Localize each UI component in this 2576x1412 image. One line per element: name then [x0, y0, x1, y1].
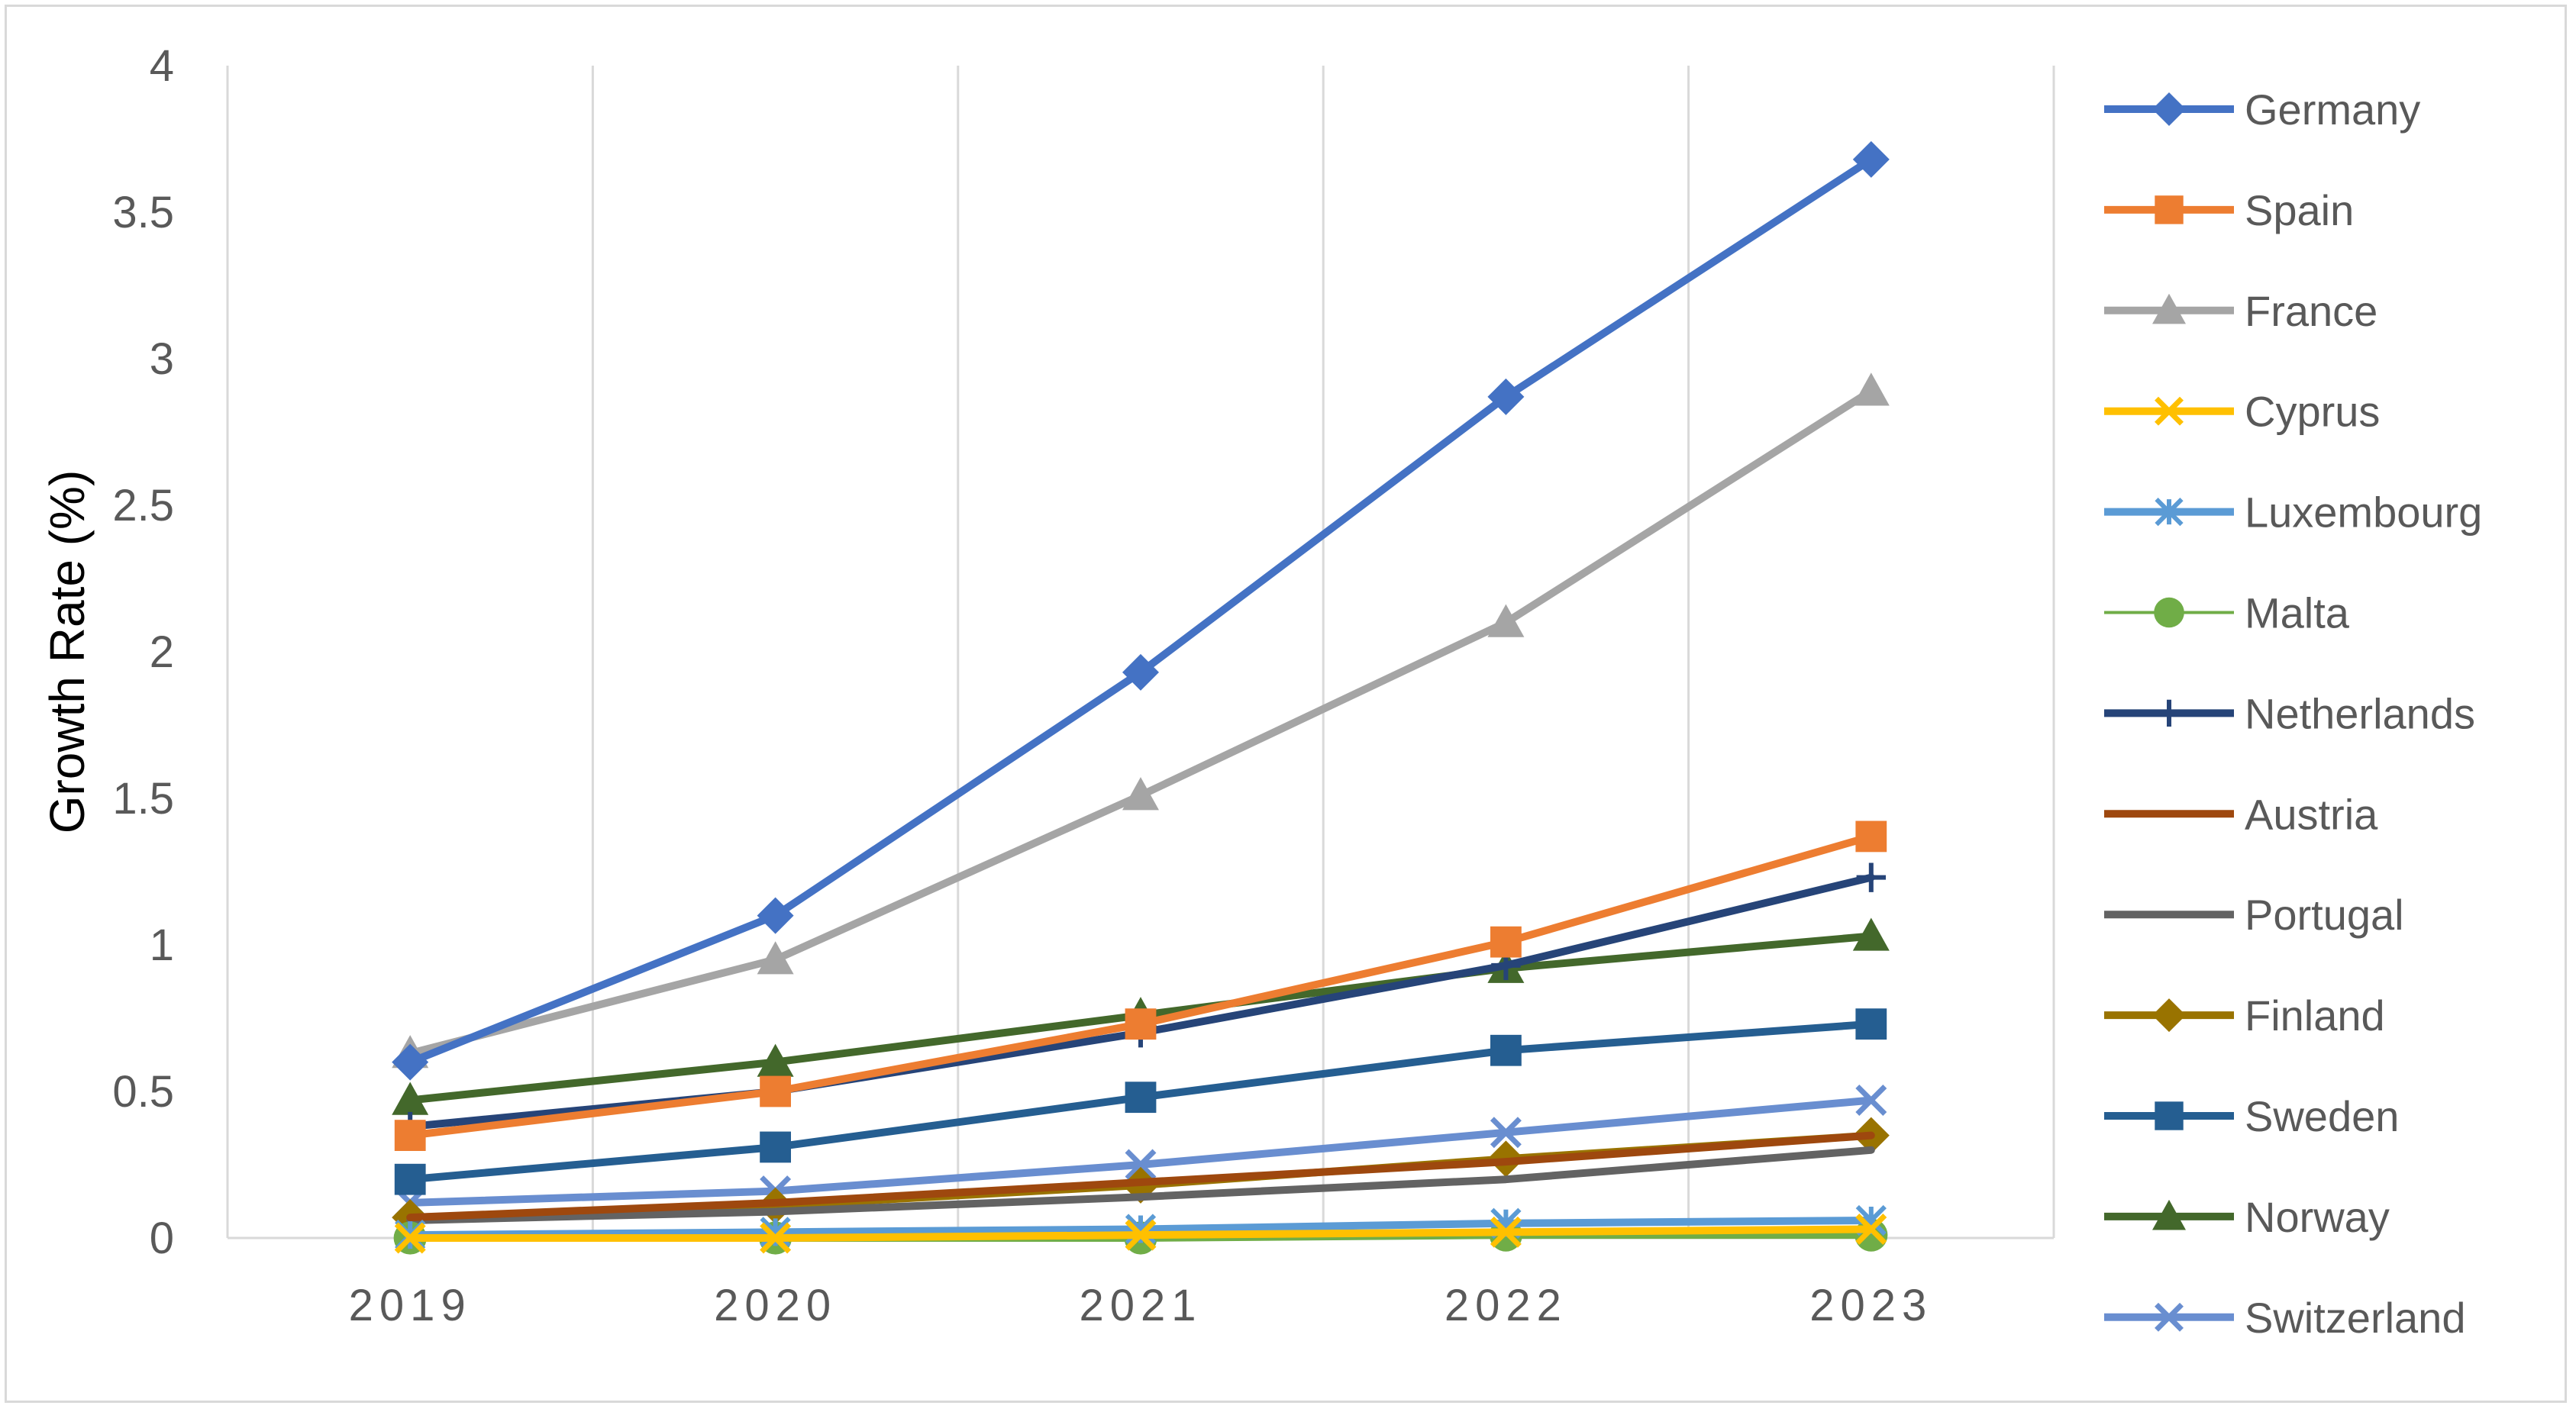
legend: Germany Spain France Cyprus Luxembourg Malta N…	[2104, 85, 2482, 1342]
series-spain	[394, 820, 1887, 1151]
y-tick-label: 3.5	[112, 188, 174, 237]
legend-item: Malta	[2104, 589, 2350, 637]
legend-item: Germany	[2104, 85, 2420, 134]
data-point-marker	[1855, 1214, 1887, 1245]
series-austria	[406, 1131, 1875, 1222]
data-point-marker	[1487, 378, 1525, 415]
series-group	[392, 140, 1890, 1255]
legend-item: France	[2104, 287, 2377, 335]
legend-label: Sweden	[2245, 1092, 2399, 1140]
data-point-marker	[1490, 926, 1522, 958]
chart-frame	[5, 5, 2567, 1403]
legend-label: Portugal	[2245, 891, 2404, 939]
y-tick-label: 2	[150, 627, 174, 677]
legend-item: Spain	[2104, 186, 2354, 234]
y-tick-labels: 0 0.5 1 1.5 2 2.5 3 3.5 4	[112, 41, 174, 1263]
data-point-marker	[392, 1082, 429, 1115]
data-point-marker	[394, 1163, 426, 1195]
data-point-marker	[2155, 497, 2184, 527]
data-point-marker	[2154, 597, 2184, 628]
legend-label: Germany	[2245, 85, 2420, 134]
data-point-marker	[1122, 653, 1159, 691]
y-axis-label: Growth Rate (%)	[40, 470, 95, 834]
series-sweden	[394, 1008, 1887, 1195]
data-point-marker	[1125, 1219, 1157, 1251]
y-tick-label: 1.5	[112, 774, 174, 824]
gridlines	[226, 66, 2055, 1238]
data-point-marker	[1125, 1082, 1157, 1114]
legend-item: Austria	[2104, 790, 2378, 838]
legend-label: Malta	[2245, 589, 2350, 637]
legend-item: Switzerland	[2104, 1294, 2465, 1342]
data-point-marker	[1490, 1117, 1522, 1149]
x-tick-label: 2019	[349, 1281, 472, 1330]
legend-label: Finland	[2245, 991, 2385, 1040]
series-cyprus	[394, 1214, 1887, 1254]
data-point-marker	[1125, 1149, 1157, 1181]
x-tick-labels: 2019 2020 2021 2022 2023	[349, 1281, 1932, 1330]
data-point-marker	[760, 1075, 791, 1107]
data-point-marker	[392, 1043, 429, 1081]
legend-label: Cyprus	[2245, 388, 2380, 436]
data-point-marker	[2155, 1101, 2184, 1130]
data-point-marker	[1856, 862, 1886, 892]
legend-item: Finland	[2104, 991, 2385, 1040]
data-point-marker	[1855, 820, 1887, 853]
y-tick-label: 0	[150, 1214, 174, 1263]
data-point-marker	[2152, 998, 2186, 1033]
x-tick-label: 2023	[1809, 1281, 1932, 1330]
data-point-marker	[1490, 1216, 1522, 1248]
y-tick-label: 3	[150, 334, 174, 384]
legend-label: Austria	[2245, 790, 2378, 838]
data-point-marker	[1125, 1008, 1157, 1040]
y-tick-label: 0.5	[112, 1067, 174, 1117]
legend-label: Netherlands	[2245, 689, 2475, 737]
data-point-marker	[1487, 604, 1525, 637]
data-point-marker	[2155, 195, 2184, 224]
series-line	[406, 1146, 1875, 1224]
series-line	[406, 1131, 1875, 1222]
y-tick-label: 1	[150, 920, 174, 970]
data-point-marker	[2152, 293, 2186, 324]
data-point-marker	[2152, 1199, 2186, 1230]
y-tick-label: 2.5	[112, 481, 174, 530]
x-tick-label: 2022	[1445, 1281, 1567, 1330]
legend-item: Portugal	[2104, 891, 2404, 939]
data-point-marker	[757, 941, 794, 975]
data-point-marker	[1490, 1034, 1522, 1066]
x-tick-label: 2020	[714, 1281, 837, 1330]
y-tick-label: 4	[150, 41, 174, 91]
legend-item: Norway	[2104, 1193, 2390, 1241]
legend-item: Sweden	[2104, 1092, 2399, 1140]
legend-item: Netherlands	[2104, 689, 2475, 737]
data-point-marker	[1855, 1008, 1887, 1040]
x-tick-label: 2021	[1079, 1281, 1202, 1330]
series-germany	[392, 140, 1890, 1081]
data-point-marker	[394, 1120, 426, 1151]
data-point-marker	[1852, 372, 1890, 406]
data-point-marker	[2155, 1302, 2184, 1332]
data-point-marker	[2155, 699, 2183, 727]
data-point-marker	[1855, 1085, 1887, 1116]
data-point-marker	[757, 897, 794, 934]
data-point-marker	[394, 1222, 426, 1254]
data-point-marker	[2155, 396, 2184, 426]
legend-label: Luxembourg	[2245, 488, 2482, 537]
data-point-marker	[1852, 917, 1890, 951]
legend-label: Spain	[2245, 186, 2354, 234]
legend-label: Switzerland	[2245, 1294, 2465, 1342]
data-point-marker	[2152, 92, 2186, 126]
series-france	[392, 372, 1890, 1069]
data-point-marker	[760, 1222, 792, 1254]
legend-item: Cyprus	[2104, 388, 2380, 436]
legend-label: Norway	[2245, 1193, 2390, 1241]
data-point-marker	[1852, 140, 1890, 178]
legend-item: Luxembourg	[2104, 488, 2482, 537]
series-portugal	[406, 1146, 1875, 1224]
data-point-marker	[1122, 777, 1159, 811]
data-point-marker	[760, 1131, 791, 1163]
legend-label: France	[2245, 287, 2377, 335]
data-point-marker	[757, 1043, 794, 1077]
